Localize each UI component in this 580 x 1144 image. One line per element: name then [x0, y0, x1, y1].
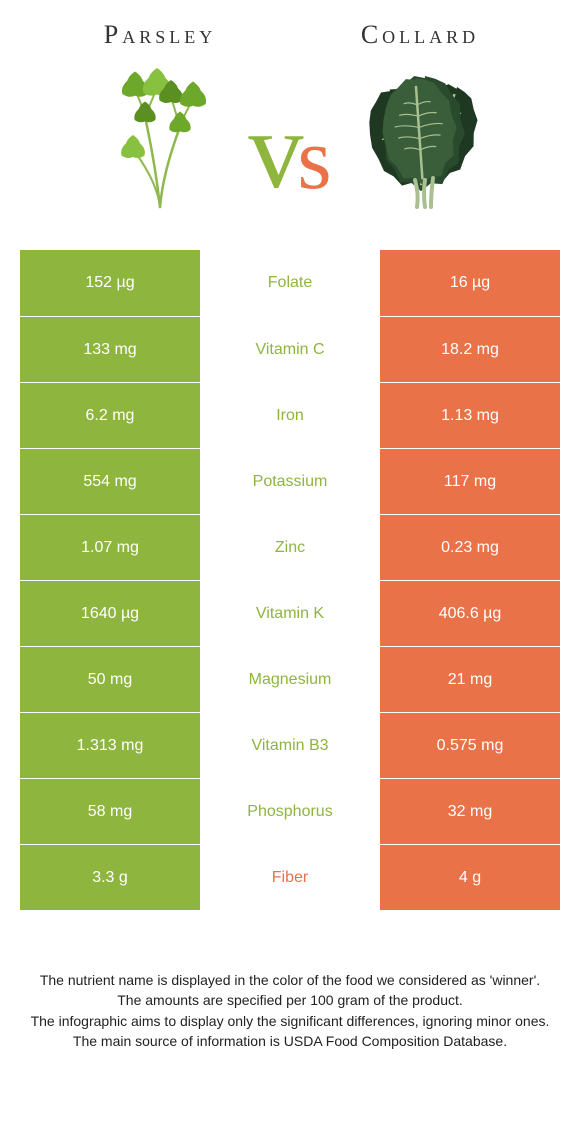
- nutrient-name: Iron: [200, 383, 380, 448]
- vs-s: s: [297, 116, 331, 204]
- table-row: 1.313 mgVitamin B30.575 mg: [20, 712, 560, 778]
- nutrient-name: Vitamin C: [200, 317, 380, 382]
- right-food-title: Collard: [290, 20, 550, 50]
- footer-line: The amounts are specified per 100 gram o…: [30, 990, 550, 1010]
- table-row: 58 mgPhosphorus32 mg: [20, 778, 560, 844]
- right-value: 4 g: [380, 845, 560, 910]
- left-value: 133 mg: [20, 317, 200, 382]
- right-value: 32 mg: [380, 779, 560, 844]
- nutrient-name: Phosphorus: [200, 779, 380, 844]
- left-value: 58 mg: [20, 779, 200, 844]
- left-value: 554 mg: [20, 449, 200, 514]
- table-row: 1640 µgVitamin K406.6 µg: [20, 580, 560, 646]
- nutrient-name: Folate: [200, 250, 380, 316]
- left-value: 1.07 mg: [20, 515, 200, 580]
- left-food-title: Parsley: [30, 20, 290, 50]
- right-value: 21 mg: [380, 647, 560, 712]
- vs-v: v: [248, 95, 303, 205]
- table-row: 152 µgFolate16 µg: [20, 250, 560, 316]
- left-value: 1.313 mg: [20, 713, 200, 778]
- nutrient-name: Vitamin K: [200, 581, 380, 646]
- right-value: 0.23 mg: [380, 515, 560, 580]
- left-value: 1640 µg: [20, 581, 200, 646]
- table-row: 133 mgVitamin C18.2 mg: [20, 316, 560, 382]
- footer-line: The main source of information is USDA F…: [30, 1031, 550, 1051]
- right-value: 1.13 mg: [380, 383, 560, 448]
- nutrient-name: Potassium: [200, 449, 380, 514]
- nutrient-name: Zinc: [200, 515, 380, 580]
- table-row: 1.07 mgZinc0.23 mg: [20, 514, 560, 580]
- nutrient-name: Magnesium: [200, 647, 380, 712]
- collard-icon: [345, 62, 495, 212]
- nutrient-table: 152 µgFolate16 µg133 mgVitamin C18.2 mg6…: [20, 250, 560, 910]
- table-row: 6.2 mgIron1.13 mg: [20, 382, 560, 448]
- vs-label: v s: [248, 95, 331, 205]
- left-value: 50 mg: [20, 647, 200, 712]
- left-value: 6.2 mg: [20, 383, 200, 448]
- footer-notes: The nutrient name is displayed in the co…: [30, 970, 550, 1051]
- footer-line: The nutrient name is displayed in the co…: [30, 970, 550, 990]
- table-row: 3.3 gFiber4 g: [20, 844, 560, 910]
- right-value: 16 µg: [380, 250, 560, 316]
- right-value: 406.6 µg: [380, 581, 560, 646]
- parsley-icon: [85, 62, 235, 212]
- left-value: 152 µg: [20, 250, 200, 316]
- right-value: 18.2 mg: [380, 317, 560, 382]
- nutrient-name: Fiber: [200, 845, 380, 910]
- footer-line: The infographic aims to display only the…: [30, 1011, 550, 1031]
- table-row: 50 mgMagnesium21 mg: [20, 646, 560, 712]
- right-value: 0.575 mg: [380, 713, 560, 778]
- nutrient-name: Vitamin B3: [200, 713, 380, 778]
- table-row: 554 mgPotassium117 mg: [20, 448, 560, 514]
- right-value: 117 mg: [380, 449, 560, 514]
- header: Parsley Collard v s: [0, 0, 580, 240]
- left-value: 3.3 g: [20, 845, 200, 910]
